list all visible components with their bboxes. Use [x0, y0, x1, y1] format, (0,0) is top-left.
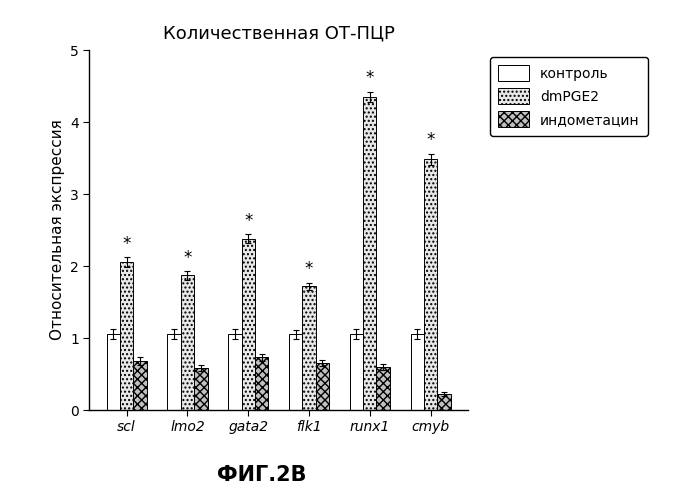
- Bar: [241, 238, 255, 410]
- Text: *: *: [305, 260, 313, 278]
- Bar: [181, 276, 194, 410]
- Y-axis label: Относительная экспрессия: Относительная экспрессия: [50, 120, 65, 340]
- Bar: [107, 334, 120, 410]
- Bar: [133, 361, 147, 410]
- Bar: [411, 334, 424, 410]
- Bar: [120, 262, 133, 410]
- Bar: [167, 334, 181, 410]
- Title: Количественная ОТ-ПЦР: Количественная ОТ-ПЦР: [162, 25, 395, 43]
- Bar: [228, 334, 241, 410]
- Bar: [255, 358, 268, 410]
- Bar: [194, 368, 208, 410]
- Bar: [438, 394, 451, 410]
- Text: *: *: [244, 212, 252, 230]
- Text: *: *: [122, 235, 131, 253]
- Legend: контроль, dmPGE2, индометацин: контроль, dmPGE2, индометацин: [490, 57, 648, 136]
- Text: *: *: [183, 248, 192, 266]
- Bar: [350, 334, 363, 410]
- Bar: [363, 97, 376, 410]
- Text: *: *: [427, 132, 435, 150]
- Bar: [376, 367, 390, 410]
- Bar: [316, 363, 329, 410]
- Bar: [424, 160, 438, 410]
- Bar: [289, 334, 302, 410]
- Text: *: *: [365, 70, 374, 87]
- Bar: [302, 286, 316, 410]
- Text: ФИГ.2В: ФИГ.2В: [217, 465, 306, 485]
